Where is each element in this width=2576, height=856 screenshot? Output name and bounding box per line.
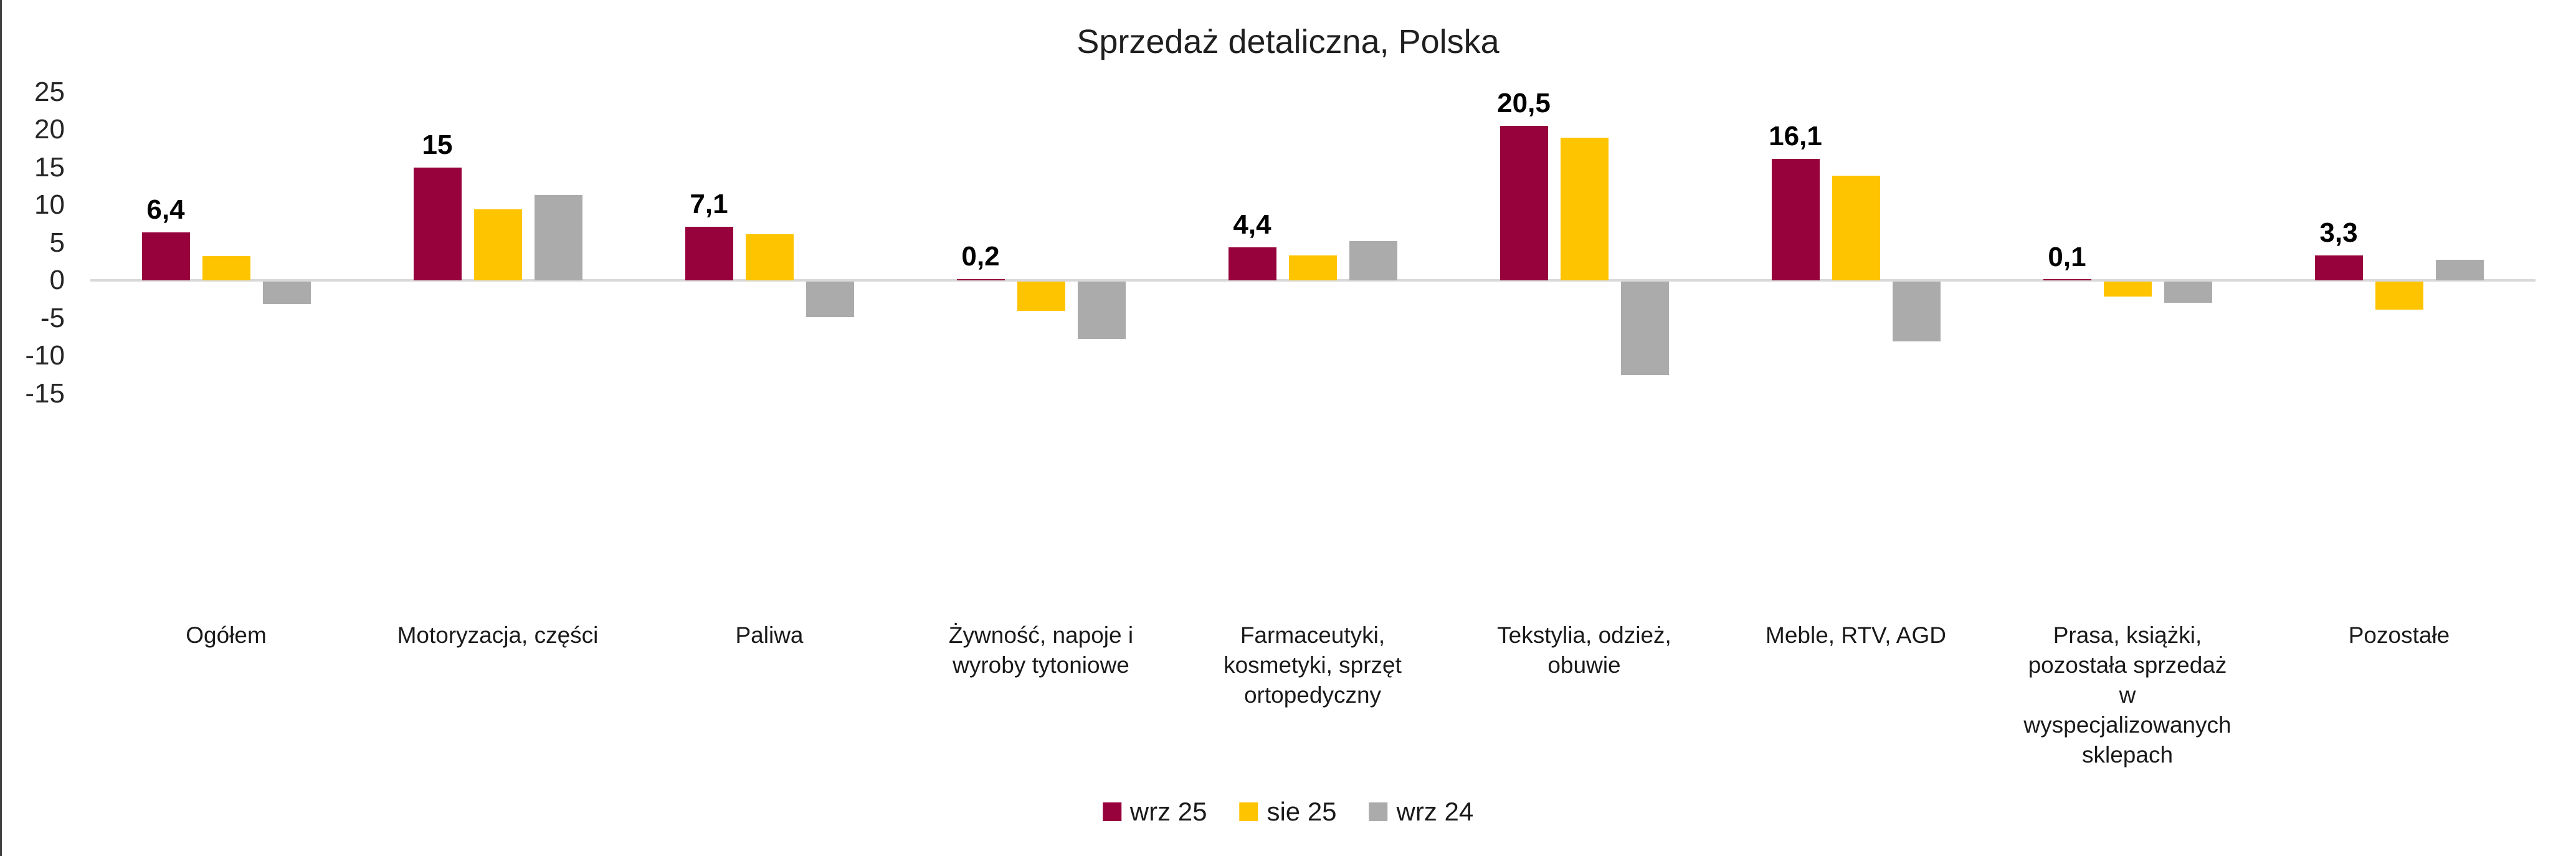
bar-wrz-24-cat5 xyxy=(1620,282,1669,376)
y-axis-tick-label: 5 xyxy=(49,227,65,258)
bar-wrz-24-cat6 xyxy=(1892,282,1941,341)
data-label: 7,1 xyxy=(690,189,728,220)
y-axis-tick-label: 10 xyxy=(34,189,65,220)
category-label: Prasa, książki, pozostała sprzedaż w wys… xyxy=(2023,622,2231,768)
bar-sie-25-cat7 xyxy=(2103,282,2152,297)
data-label: 3,3 xyxy=(2319,217,2358,249)
legend-label: wrz 25 xyxy=(1129,797,1207,826)
legend-label: wrz 24 xyxy=(1396,797,1474,826)
category-label: Pozostałe xyxy=(2348,622,2450,648)
bar-wrz-25-cat1 xyxy=(413,167,462,280)
y-axis-tick-label: -5 xyxy=(40,302,65,333)
legend: wrz 25 sie 25 wrz 24 xyxy=(1102,797,1474,826)
bar-wrz-25-cat5 xyxy=(1499,125,1548,280)
category-label: Paliwa xyxy=(735,622,804,648)
legend-swatch-wrz-24 xyxy=(1369,802,1388,821)
data-label: 6,4 xyxy=(146,194,185,225)
legend-label: sie 25 xyxy=(1267,797,1337,826)
y-axis-tick-label: -15 xyxy=(25,378,65,409)
bar-wrz-25-cat7 xyxy=(2043,279,2091,280)
bar-wrz-25-cat2 xyxy=(685,227,733,280)
legend-item-wrz-24: wrz 24 xyxy=(1369,797,1474,826)
y-axis-tick-label: -10 xyxy=(25,340,65,371)
bar-wrz-24-cat3 xyxy=(1077,282,1126,339)
data-label: 16,1 xyxy=(1769,121,1822,152)
bar-sie-25-cat0 xyxy=(202,256,250,280)
bar-wrz-25-cat0 xyxy=(141,232,190,280)
bar-wrz-25-cat4 xyxy=(1228,247,1276,280)
bar-sie-25-cat4 xyxy=(1288,255,1337,280)
bar-wrz-24-cat7 xyxy=(2164,282,2212,303)
bar-sie-25-cat6 xyxy=(1832,175,1880,280)
category-label: Ogółem xyxy=(186,622,267,648)
bar-wrz-25-cat8 xyxy=(2314,255,2363,280)
bar-sie-25-cat8 xyxy=(2375,282,2423,310)
bar-sie-25-cat1 xyxy=(473,209,522,280)
chart-title: Sprzedaż detaliczna, Polska xyxy=(1077,23,1499,60)
data-label: 15 xyxy=(422,129,453,160)
bar-sie-25-cat2 xyxy=(745,234,794,280)
y-axis-tick-label: 25 xyxy=(34,76,65,107)
bar-wrz-25-cat6 xyxy=(1771,159,1820,280)
bar-sie-25-cat3 xyxy=(1017,282,1065,311)
category-label: Meble, RTV, AGD xyxy=(1766,622,1946,648)
legend-item-sie-25: sie 25 xyxy=(1239,797,1337,826)
legend-swatch-wrz-25 xyxy=(1102,802,1121,821)
category-label: Tekstylia, odzież, obuwie xyxy=(1497,622,1671,678)
category-label: Farmaceutyki, kosmetyki, sprzęt ortopedy… xyxy=(1224,622,1402,708)
data-label: 0,1 xyxy=(2048,241,2086,272)
legend-swatch-sie-25 xyxy=(1239,802,1258,821)
y-axis-tick-label: 0 xyxy=(49,265,65,295)
bar-wrz-24-cat1 xyxy=(534,195,582,280)
bar-wrz-25-cat3 xyxy=(956,278,1005,280)
legend-item-wrz-25: wrz 25 xyxy=(1102,797,1207,826)
bar-wrz-24-cat8 xyxy=(2435,260,2484,280)
bar-wrz-24-cat2 xyxy=(806,282,854,317)
data-label: 4,4 xyxy=(1233,209,1271,240)
data-label: 0,2 xyxy=(961,240,1000,272)
category-label: Żywność, napoje i wyroby tytoniowe xyxy=(948,622,1134,678)
y-axis-tick-label: 15 xyxy=(34,151,65,183)
zero-axis-line xyxy=(90,279,2536,282)
y-axis-tick-label: 20 xyxy=(34,114,65,145)
category-label: Motoryzacja, części xyxy=(397,622,599,648)
bar-wrz-24-cat4 xyxy=(1349,241,1397,280)
left-border xyxy=(0,0,2,856)
bar-wrz-24-cat0 xyxy=(262,282,311,305)
bar-sie-25-cat5 xyxy=(1560,138,1609,280)
data-label: 20,5 xyxy=(1497,87,1551,118)
